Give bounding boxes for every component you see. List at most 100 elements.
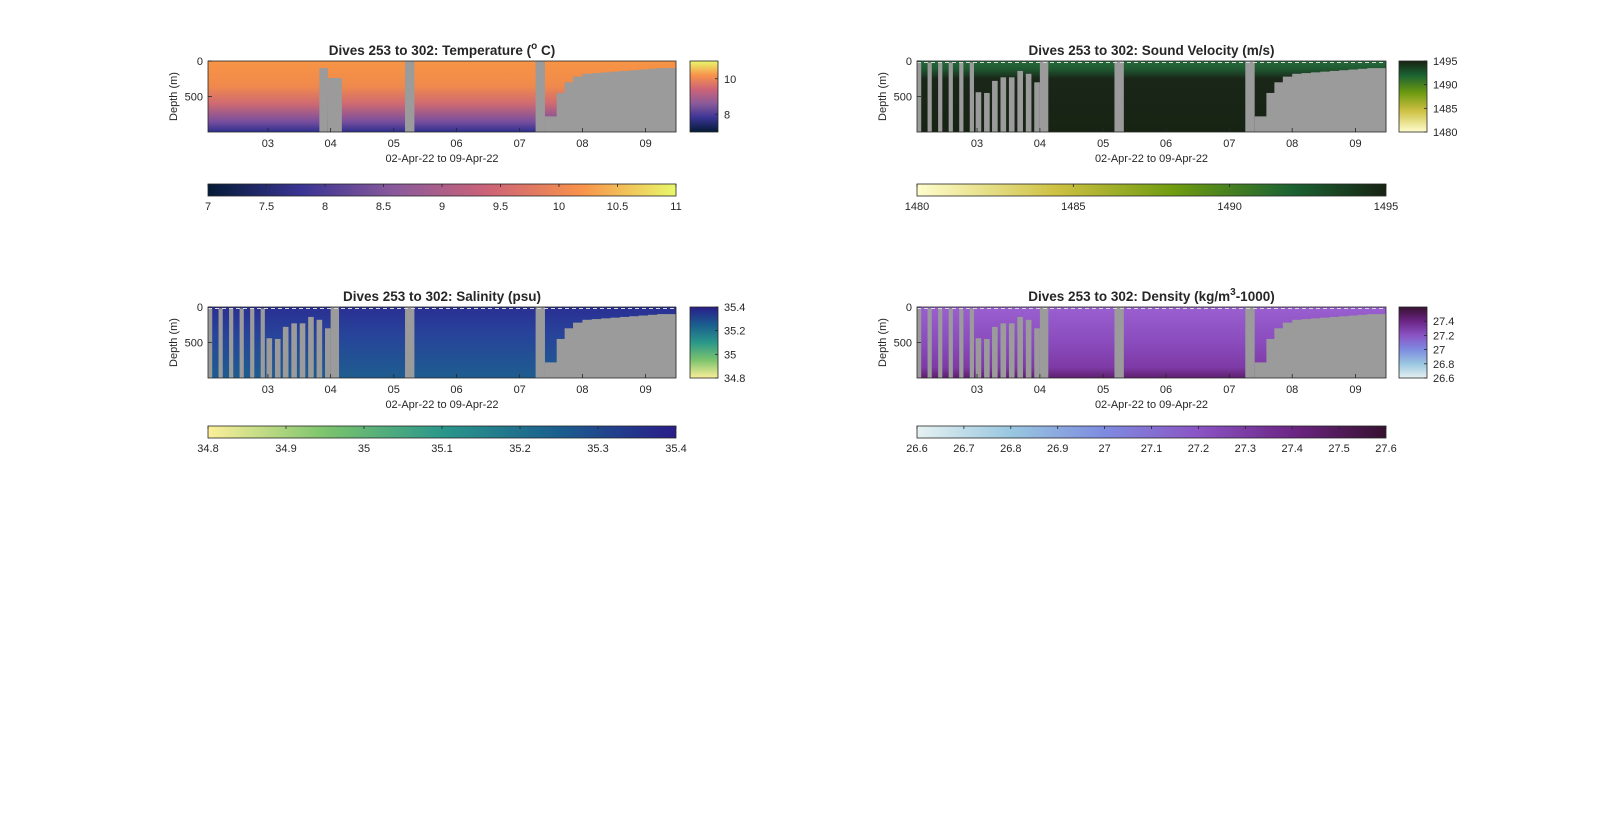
y-axis-label: Depth (m): [877, 72, 889, 121]
chart-title-text: Dives 253 to 302: Density (kg/m: [1028, 289, 1230, 304]
chart-title-end: C): [537, 43, 555, 58]
colorbar-side: [689, 60, 719, 133]
no-data-shallow-dive: [316, 319, 323, 378]
no-data-regions: [208, 307, 677, 378]
colorbar-side-tick-label: 26.6: [1433, 373, 1454, 385]
x-tick-label: 05: [1097, 138, 1109, 150]
no-data-shallow-dive: [1329, 70, 1340, 132]
no-data-block: [1039, 61, 1049, 132]
x-tick-label: 08: [1286, 138, 1298, 150]
no-data-shallow-dive: [647, 68, 658, 132]
colorbar-side-tick-label: 34.8: [724, 373, 745, 385]
no-data-shallow-dive: [1329, 316, 1340, 378]
no-data-stripe: [959, 62, 964, 132]
colorbar-bottom: [916, 183, 1387, 197]
colorbar-bottom-tick-label: 34.8: [197, 443, 218, 455]
x-tick-label: 07: [1223, 138, 1235, 150]
no-data-stripe: [927, 308, 932, 378]
chart-title-superscript: 3: [1230, 287, 1236, 298]
no-data-shallow-dive: [544, 116, 558, 132]
x-tick-label: 09: [1349, 384, 1361, 396]
colorbar-bottom-tick-label: 35: [358, 443, 370, 455]
chart-title: Dives 253 to 302: Sound Velocity (m/s): [1028, 43, 1274, 58]
colorbar-side-tick-label: 27.2: [1433, 330, 1454, 342]
y-axis-label: Depth (m): [168, 318, 180, 367]
no-data-shallow-dive: [556, 92, 566, 132]
no-data-shallow-dive: [1254, 362, 1267, 378]
no-data-shallow-dive: [657, 314, 677, 378]
no-data-shallow-dive: [1301, 73, 1312, 132]
no-data-shallow-dive: [1348, 69, 1359, 132]
no-data-gap: [535, 61, 545, 132]
no-data-shallow-dive: [1025, 319, 1032, 378]
colorbar-bottom-tick-label: 35.3: [587, 443, 608, 455]
no-data-shallow-dive: [1292, 319, 1303, 378]
no-data-shallow-dive: [1348, 315, 1359, 378]
no-data-block: [330, 307, 340, 378]
no-data-shallow-dive: [1008, 323, 1015, 378]
colorbar-bottom-tick-label: 34.9: [275, 443, 296, 455]
no-data-block: [319, 68, 328, 132]
no-data-shallow-dive: [544, 362, 558, 378]
no-data-shallow-dive: [582, 319, 593, 378]
colorbar-bottom-tick-label: 10.5: [607, 201, 628, 213]
no-data-stripe: [218, 308, 223, 378]
chart-title-text: Dives 253 to 302: Sound Velocity (m/s): [1028, 43, 1274, 58]
chart-title-end: -1000): [1236, 289, 1275, 304]
no-data-shallow-dive: [1266, 338, 1275, 378]
no-data-shallow-dive: [266, 338, 273, 378]
colorbar-bottom-tick-label: 26.6: [906, 443, 927, 455]
x-tick-label: 06: [1160, 138, 1172, 150]
no-data-gap: [1114, 307, 1124, 378]
chart-title-superscript: o: [531, 41, 537, 52]
no-data-shallow-dive: [1320, 71, 1331, 132]
no-data-shallow-dive: [1034, 328, 1040, 378]
no-data-shallow-dive: [1320, 317, 1331, 378]
no-data-shallow-dive: [1357, 68, 1368, 132]
no-data-shallow-dive: [975, 92, 982, 132]
no-data-shallow-dive: [282, 326, 289, 378]
no-data-shallow-dive: [591, 319, 602, 378]
y-axis-label: Depth (m): [168, 72, 180, 121]
colorbar-side-tick-label: 1485: [1433, 103, 1457, 115]
no-data-shallow-dive: [1310, 72, 1321, 132]
no-data-shallow-dive: [1339, 316, 1349, 378]
no-data-shallow-dive: [1357, 314, 1368, 378]
x-tick-label: 09: [1349, 138, 1361, 150]
no-data-stripe: [927, 62, 932, 132]
no-data-shallow-dive: [1025, 73, 1032, 132]
colorbar-bottom-tick-label: 11: [670, 201, 681, 213]
no-data-shallow-dive: [1000, 77, 1007, 132]
no-data-shallow-dive: [1367, 68, 1387, 132]
y-tick-label: 0: [906, 302, 912, 314]
no-data-shallow-dive: [1282, 76, 1293, 132]
x-tick-label: 06: [450, 138, 462, 150]
colorbar-bottom-tick-label: 35.1: [431, 443, 452, 455]
no-data-shallow-dive: [657, 68, 677, 132]
no-data-stripe: [917, 308, 922, 378]
no-data-shallow-dive: [619, 70, 630, 132]
no-data-shallow-dive: [975, 338, 982, 378]
no-data-shallow-dive: [1301, 319, 1312, 378]
no-data-shallow-dive: [647, 314, 658, 378]
x-tick-label: 05: [388, 384, 400, 396]
no-data-shallow-dive: [984, 338, 990, 378]
chart-title: Dives 253 to 302: Density (kg/m3-1000): [1028, 287, 1274, 304]
no-data-shallow-dive: [992, 326, 998, 378]
colorbar-bottom-tick-label: 9: [439, 201, 445, 213]
no-data-shallow-dive: [1000, 323, 1007, 378]
y-tick-label: 0: [197, 302, 203, 314]
colorbar-bottom-tick-label: 27: [1098, 443, 1110, 455]
chart-title: Dives 253 to 302: Temperature (o C): [329, 41, 555, 58]
no-data-shallow-dive: [638, 315, 649, 378]
x-tick-label: 03: [971, 384, 983, 396]
no-data-shallow-dive: [1274, 328, 1284, 378]
no-data-gap: [1114, 61, 1124, 132]
x-tick-label: 07: [514, 384, 526, 396]
no-data-shallow-dive: [1017, 70, 1023, 132]
x-tick-label: 03: [262, 138, 274, 150]
colorbar-side: [689, 306, 719, 379]
y-tick-label: 0: [197, 56, 203, 68]
no-data-regions: [917, 307, 1387, 378]
x-axis-label: 02-Apr-22 to 09-Apr-22: [385, 153, 498, 165]
